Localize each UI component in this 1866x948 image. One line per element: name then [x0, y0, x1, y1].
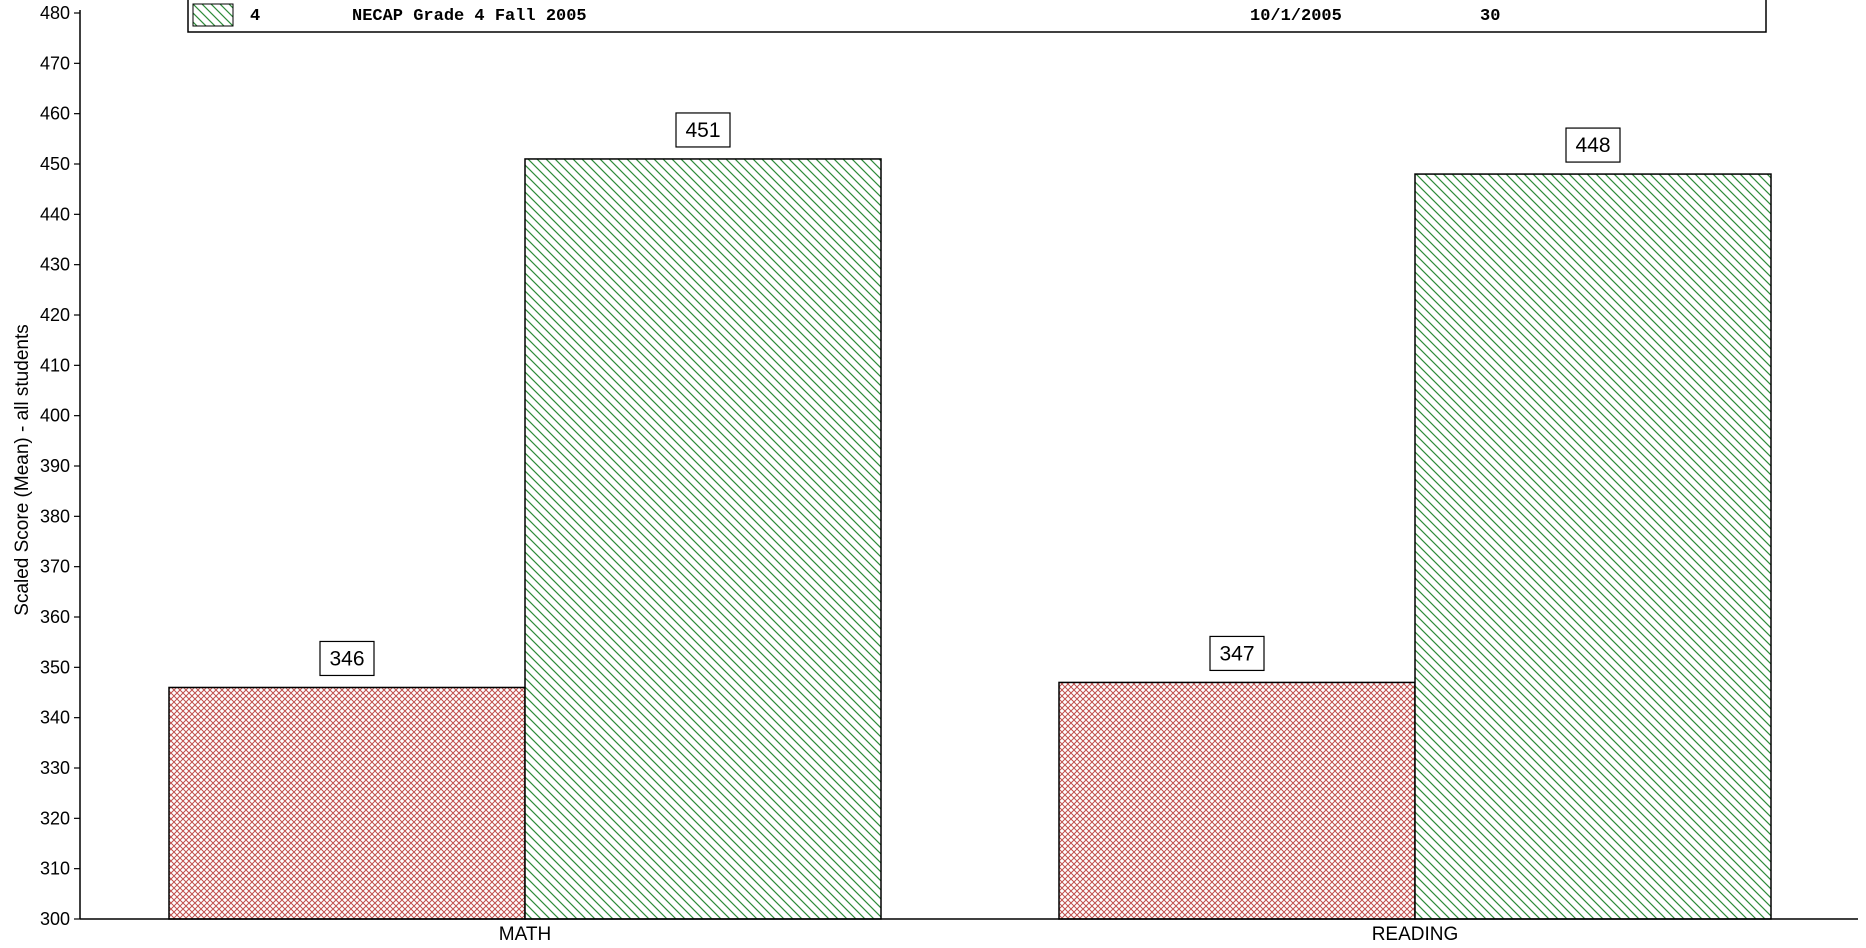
data-label-box — [675, 112, 731, 148]
bar-math-series-1 — [168, 686, 526, 920]
data-label-box — [319, 640, 375, 677]
y-tick-label: 310 — [40, 859, 70, 879]
legend-swatch — [192, 3, 234, 27]
legend-grade: 4 — [250, 7, 260, 26]
data-label: 346 — [329, 647, 364, 670]
legend-test-name: NECAP Grade 4 Fall 2005 — [352, 7, 587, 26]
bar-math-series-2 — [524, 158, 882, 920]
bar-reading-series-2 — [1414, 173, 1772, 920]
y-tick-label: 350 — [40, 657, 70, 677]
y-tick-label: 470 — [40, 53, 70, 73]
legend-date: 10/1/2005 — [1250, 7, 1342, 26]
data-label: 451 — [685, 119, 720, 142]
y-tick-label: 370 — [40, 557, 70, 577]
data-label: 347 — [1219, 642, 1254, 665]
y-tick-label: 340 — [40, 708, 70, 728]
y-tick-label: 390 — [40, 456, 70, 476]
x-axis-ticks: MATH READING — [499, 924, 1459, 945]
data-labels: 346 451 347 448 — [319, 112, 1621, 677]
y-tick-label: 440 — [40, 204, 70, 224]
y-tick-label: 410 — [40, 355, 70, 375]
legend-frame — [187, 0, 1767, 33]
y-tick-label: 360 — [40, 607, 70, 627]
data-label: 448 — [1575, 134, 1610, 157]
data-label-box — [1565, 127, 1621, 163]
y-tick-label: 320 — [40, 808, 70, 828]
y-tick-label: 420 — [40, 305, 70, 325]
y-axis-title: Scaled Score (Mean) - all students — [12, 324, 33, 615]
y-tick-label: 450 — [40, 154, 70, 174]
y-tick-label: 380 — [40, 506, 70, 526]
bars — [168, 158, 1772, 920]
y-axis-ticks: 300 310 320 330 340 350 360 370 380 390 400 410 420 4… — [40, 3, 80, 929]
y-tick-label: 480 — [40, 3, 70, 23]
y-tick-label: 300 — [40, 909, 70, 929]
x-tick-label: READING — [1372, 924, 1459, 943]
x-tick-label: MATH — [499, 924, 551, 943]
y-tick-label: 330 — [40, 758, 70, 778]
y-tick-label: 430 — [40, 255, 70, 275]
legend-count: 30 — [1480, 7, 1500, 26]
legend: 4 NECAP Grade 4 Fall 2005 10/1/2005 30 — [187, 0, 1767, 33]
y-tick-label: 400 — [40, 406, 70, 426]
bar-reading-series-1 — [1058, 681, 1416, 920]
y-tick-label: 460 — [40, 104, 70, 124]
data-label-box — [1209, 635, 1265, 672]
